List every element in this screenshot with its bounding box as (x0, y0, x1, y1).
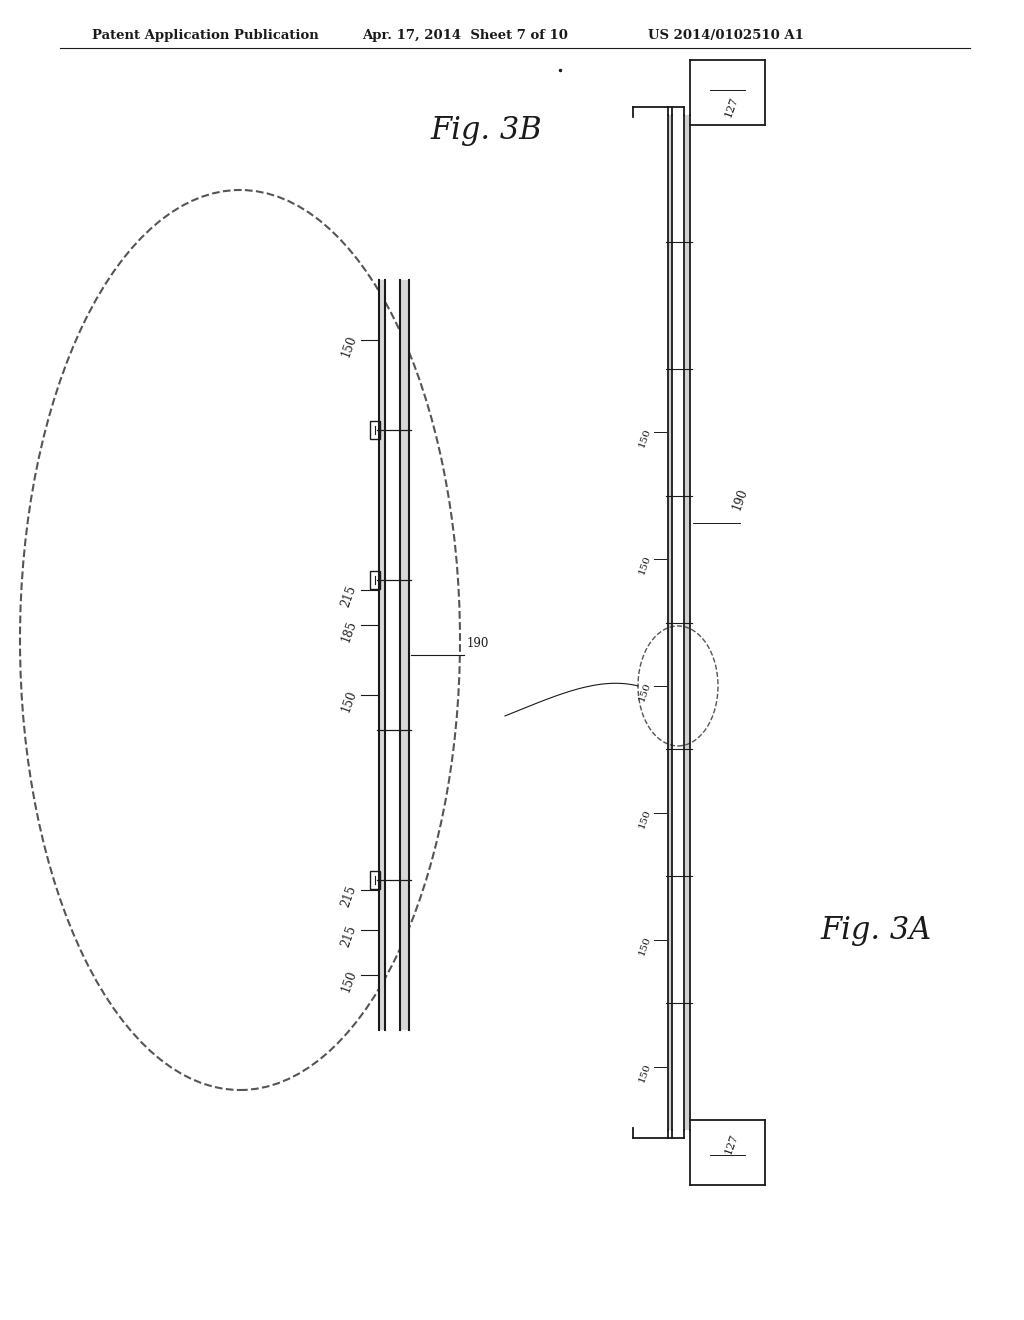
Text: 127: 127 (723, 95, 740, 119)
Text: 150: 150 (339, 969, 359, 994)
Text: 150: 150 (637, 1061, 652, 1084)
Text: 185: 185 (339, 619, 359, 644)
Text: 150: 150 (637, 808, 652, 829)
Text: 190: 190 (467, 638, 489, 649)
Text: US 2014/0102510 A1: US 2014/0102510 A1 (648, 29, 804, 42)
Text: Fig. 3B: Fig. 3B (430, 115, 542, 145)
Text: 215: 215 (339, 924, 359, 949)
Text: 215: 215 (339, 583, 359, 609)
Text: Fig. 3A: Fig. 3A (820, 915, 931, 945)
Bar (370, 572, 380, 589)
Text: 150: 150 (339, 334, 359, 359)
Text: Apr. 17, 2014  Sheet 7 of 10: Apr. 17, 2014 Sheet 7 of 10 (362, 29, 568, 42)
Text: 127: 127 (723, 1133, 740, 1155)
Text: 150: 150 (637, 681, 652, 702)
Text: 150: 150 (339, 689, 359, 714)
Text: 150: 150 (637, 554, 652, 576)
Bar (370, 871, 380, 888)
Text: 190: 190 (730, 487, 750, 512)
Text: Patent Application Publication: Patent Application Publication (92, 29, 318, 42)
Text: 150: 150 (637, 935, 652, 957)
Text: 150: 150 (637, 428, 652, 449)
Text: 215: 215 (339, 883, 359, 909)
Bar (370, 421, 380, 440)
